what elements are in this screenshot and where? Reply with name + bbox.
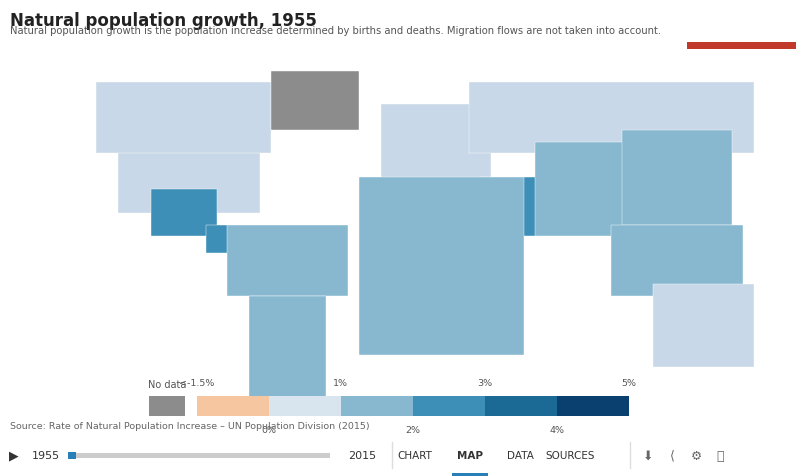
Bar xyxy=(341,397,413,416)
Bar xyxy=(359,178,524,355)
Text: Natural population growth, 1955: Natural population growth, 1955 xyxy=(10,12,317,30)
Text: 0%: 0% xyxy=(262,426,276,435)
Bar xyxy=(557,397,629,416)
Bar xyxy=(272,71,359,130)
Bar xyxy=(469,83,754,154)
Text: CHART: CHART xyxy=(397,450,433,460)
Bar xyxy=(269,397,341,416)
Bar xyxy=(118,95,260,213)
Text: Source: Rate of Natural Population Increase – UN Population Division (2015): Source: Rate of Natural Population Incre… xyxy=(10,421,369,430)
Bar xyxy=(687,42,796,50)
Text: 5%: 5% xyxy=(621,378,636,387)
Bar xyxy=(381,105,491,187)
Bar xyxy=(149,397,185,416)
Text: No data: No data xyxy=(148,379,186,389)
Bar xyxy=(151,189,217,237)
Bar xyxy=(480,178,567,237)
Bar xyxy=(413,397,485,416)
Text: ⟨: ⟨ xyxy=(670,448,675,462)
Bar xyxy=(197,397,269,416)
Text: 3%: 3% xyxy=(477,378,492,387)
Text: Our World: Our World xyxy=(712,14,771,23)
Bar xyxy=(68,452,76,458)
Bar xyxy=(68,453,330,457)
Bar xyxy=(622,130,732,225)
Text: Natural population growth is the population increase determined by births and de: Natural population growth is the populat… xyxy=(10,26,661,36)
Text: MAP: MAP xyxy=(457,450,483,460)
Bar xyxy=(653,284,754,367)
Text: ⚙: ⚙ xyxy=(691,448,702,462)
Bar xyxy=(484,397,557,416)
Text: 4%: 4% xyxy=(549,426,564,435)
Bar xyxy=(227,225,348,296)
Text: 1955: 1955 xyxy=(32,450,60,460)
Bar xyxy=(534,142,667,237)
Text: 1%: 1% xyxy=(334,378,348,387)
Text: 2%: 2% xyxy=(405,426,421,435)
Bar xyxy=(206,225,249,253)
Bar xyxy=(96,83,272,154)
Text: <-1.5%: <-1.5% xyxy=(180,378,214,387)
Text: ⤢: ⤢ xyxy=(717,448,724,462)
Bar xyxy=(612,225,743,296)
Text: 2015: 2015 xyxy=(348,450,376,460)
Text: ▶: ▶ xyxy=(9,448,19,462)
Text: in Data: in Data xyxy=(720,26,762,36)
Text: SOURCES: SOURCES xyxy=(545,450,595,460)
Text: DATA: DATA xyxy=(506,450,534,460)
Bar xyxy=(452,473,488,476)
Bar xyxy=(249,296,326,402)
Text: ⬇: ⬇ xyxy=(642,448,653,462)
